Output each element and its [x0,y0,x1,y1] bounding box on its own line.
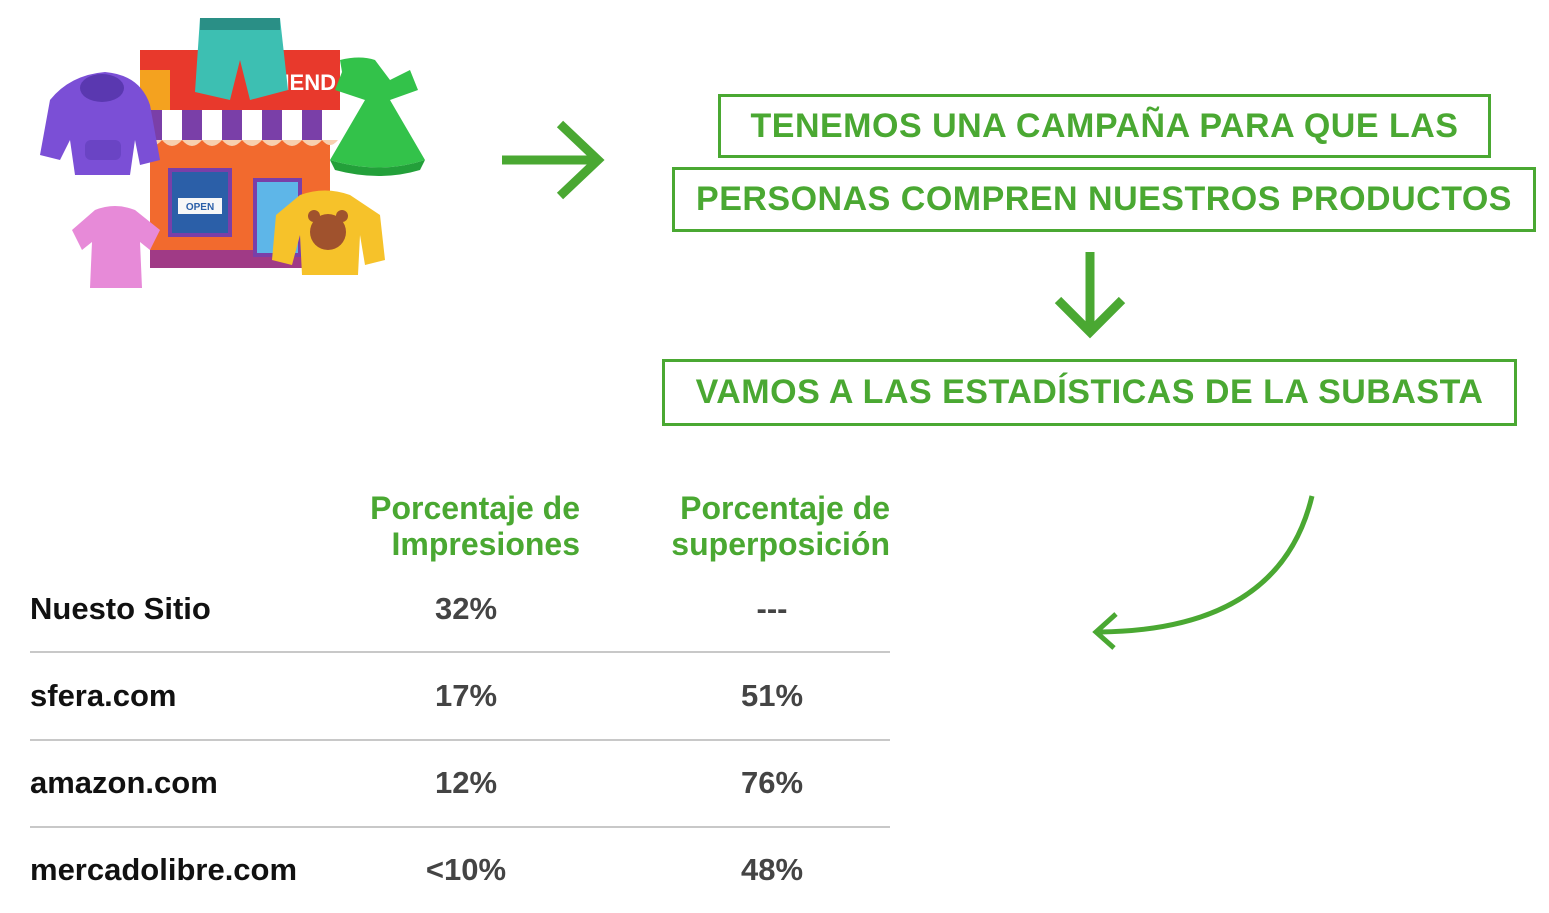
auction-stats-text: VAMOS A LAS ESTADÍSTICAS DE LA SUBASTA [695,373,1484,411]
row-site-label: sfera.com [30,678,177,713]
campaign-box-line1: TENEMOS UNA CAMPAÑA PARA QUE LAS [718,94,1491,158]
column-header-overlap-line1: Porcentaje de [680,490,890,526]
row-overlap-value: 48% [740,852,804,887]
table-divider [30,826,890,828]
awning-icon [142,110,338,146]
campaign-box-line2: PERSONAS COMPREN NUESTROS PRODUCTOS [672,167,1536,232]
green-dress-icon [330,57,425,176]
row-site-label: mercadolibre.com [30,852,298,887]
table-divider [30,739,890,741]
row-impressions-value: <10% [425,852,507,887]
column-header-impressions: Porcentaje de Impresiones [330,490,580,562]
row-site-label: Nuesto Sitio [30,591,211,626]
column-header-overlap-line2: superposición [671,526,890,562]
row-impressions-value: 32% [434,591,498,626]
curved-arrow-icon [1092,495,1315,650]
row-overlap-value: --- [756,591,788,626]
row-site-label: amazon.com [30,765,218,800]
auction-stats-box: VAMOS A LAS ESTADÍSTICAS DE LA SUBASTA [662,359,1517,426]
column-header-impressions-line2: Impresiones [391,526,580,562]
pink-shirt-icon [72,206,160,288]
row-overlap-value: 51% [740,678,804,713]
row-impressions-value: 12% [434,765,498,800]
clothing-store-illustration: TIENDA OPEN [40,18,425,288]
bear-sweater-icon [272,190,385,275]
arrow-right-icon [502,120,605,200]
open-sign-text: OPEN [186,202,214,213]
row-overlap-value: 76% [740,765,804,800]
column-header-overlap: Porcentaje de superposición [630,490,890,562]
arrow-down-icon [1054,252,1126,339]
purple-hoodie-icon [40,72,160,175]
shorts-icon [195,18,288,100]
table-divider [30,651,890,653]
column-header-impressions-line1: Porcentaje de [370,490,580,526]
row-impressions-value: 17% [434,678,498,713]
campaign-text-line2: PERSONAS COMPREN NUESTROS PRODUCTOS [696,180,1512,218]
campaign-text-line1: TENEMOS UNA CAMPAÑA PARA QUE LAS [750,106,1459,145]
